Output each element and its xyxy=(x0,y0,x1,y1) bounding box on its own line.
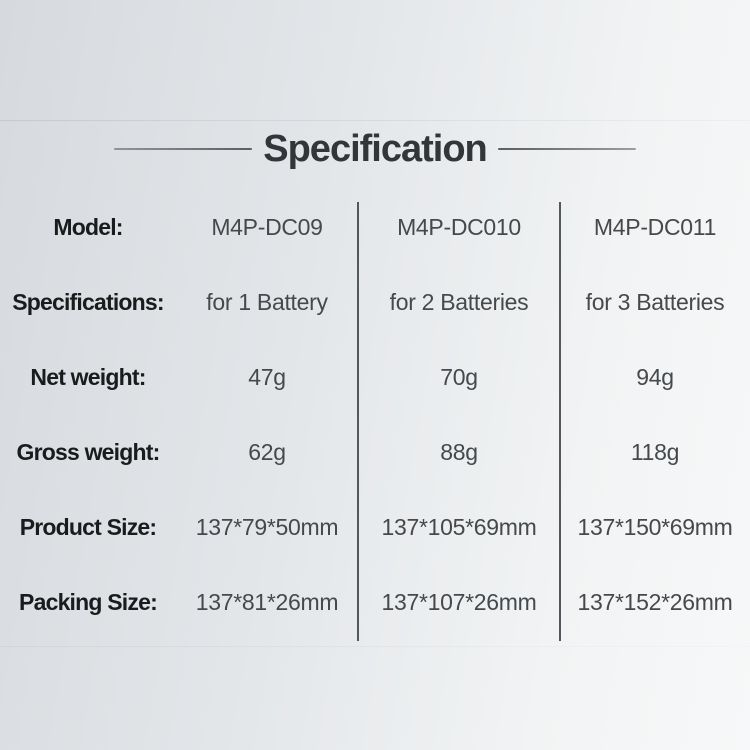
packing-size-value: 137*107*26mm xyxy=(381,589,537,615)
gross-weight-value: 88g xyxy=(440,439,478,465)
specifications-value: for 2 Batteries xyxy=(389,289,529,315)
column-divider xyxy=(559,202,561,641)
column-divider xyxy=(357,202,359,641)
product-size-value: 137*150*69mm xyxy=(577,514,733,540)
packing-size-value: 137*152*26mm xyxy=(577,589,733,615)
gross-weight-value: 62g xyxy=(248,439,286,465)
product-size-value: 137*79*50mm xyxy=(195,514,339,540)
row-label-specifications: Specifications: xyxy=(12,289,164,315)
gross-weight-value: 118g xyxy=(630,439,680,465)
row-label-model: Model: xyxy=(53,214,123,240)
model-value: M4P-DC09 xyxy=(211,214,323,240)
background-seam xyxy=(0,120,750,121)
page-title: Specification xyxy=(263,127,487,170)
model-value: M4P-DC011 xyxy=(593,214,717,240)
title-rule-right xyxy=(497,148,636,150)
background-seam xyxy=(0,646,750,647)
product-size-value: 137*105*69mm xyxy=(381,514,537,540)
row-label-gross-weight: Gross weight: xyxy=(16,439,161,465)
model-value: M4P-DC010 xyxy=(397,214,521,240)
specifications-value: for 1 Battery xyxy=(206,289,328,315)
net-weight-value: 94g xyxy=(636,364,674,390)
row-label-net-weight: Net weight: xyxy=(30,364,146,390)
row-label-product-size: Product Size: xyxy=(19,514,157,540)
packing-size-value: 137*81*26mm xyxy=(195,589,339,615)
spec-table: Model: M4P-DC09 M4P-DC010 M4P-DC011 Spec… xyxy=(0,190,750,640)
title-rule-left xyxy=(114,148,253,150)
specifications-value: for 3 Batteries xyxy=(585,289,725,315)
title-row: Specification xyxy=(0,118,750,180)
net-weight-value: 70g xyxy=(440,364,478,390)
net-weight-value: 47g xyxy=(248,364,286,390)
row-label-packing-size: Packing Size: xyxy=(19,589,158,615)
